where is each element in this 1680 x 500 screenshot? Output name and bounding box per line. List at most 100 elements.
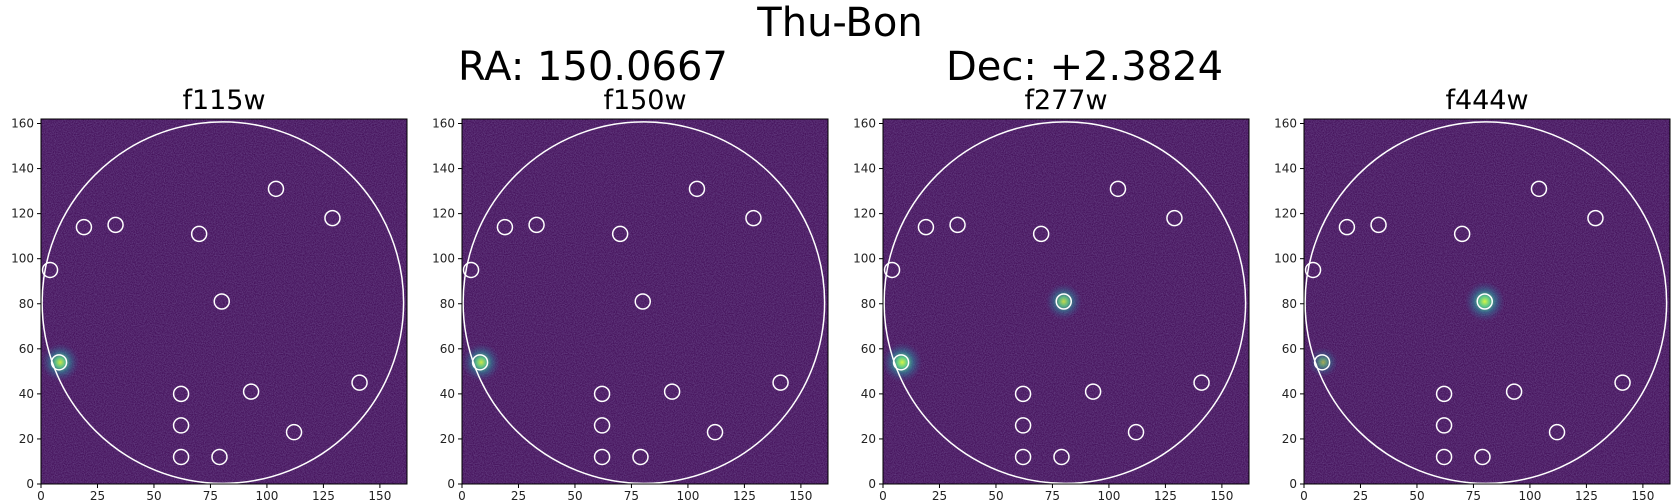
y-tick-label: 20 <box>861 432 876 446</box>
source-marker <box>528 216 545 234</box>
y-tick-label: 20 <box>440 432 455 446</box>
aperture-circle <box>883 121 1247 484</box>
panel-title: f444w <box>1445 85 1528 116</box>
x-tick-label: 100 <box>255 489 278 500</box>
x-tick-label: 25 <box>932 489 947 500</box>
dec-label: Dec: +2.3824 <box>946 44 1224 90</box>
source-marker <box>593 385 611 403</box>
x-tick-label: 75 <box>1045 489 1060 500</box>
y-tick-label: 0 <box>447 477 455 491</box>
source-marker <box>1014 448 1032 466</box>
panel-f115w: 0 25 50 75 100 125 150 0 20 40 60 80 100 120 140 160 f11… <box>11 85 408 500</box>
source-marker <box>172 417 190 434</box>
axes-frame <box>40 118 408 485</box>
source-marker <box>1587 209 1604 227</box>
y-tick-label: 100 <box>432 252 455 266</box>
x-tick-label: 0 <box>458 489 466 500</box>
x-tick-label: 75 <box>624 489 639 500</box>
y-tick-label: 40 <box>19 387 34 401</box>
source-marker <box>242 383 260 400</box>
x-tick-label: 0 <box>879 489 887 500</box>
source-marker <box>190 225 208 243</box>
source-marker <box>611 225 629 243</box>
source-marker <box>949 216 966 234</box>
y-tick-label: 60 <box>440 342 455 356</box>
x-tick-label: 75 <box>203 489 218 500</box>
x-tick-label: 50 <box>567 489 582 500</box>
panel-title: f115w <box>182 85 265 116</box>
x-tick-label: 25 <box>1353 489 1368 500</box>
source-marker <box>50 354 68 371</box>
y-tick-label: 0 <box>868 477 876 491</box>
source-marker <box>172 385 190 403</box>
x-tick-label: 150 <box>789 489 812 500</box>
source-marker <box>213 293 230 310</box>
y-tick-label: 160 <box>1274 117 1297 131</box>
source-marker <box>1476 293 1493 310</box>
source-marker <box>745 209 762 227</box>
source-marker <box>634 293 651 310</box>
panel-f277w: 0 25 50 75 100 125 150 0 20 40 60 80 100 120 140 160 f27… <box>853 85 1250 500</box>
source-marker <box>471 354 489 371</box>
x-tick-label: 100 <box>676 489 699 500</box>
bright-source <box>1308 347 1339 378</box>
bright-source <box>883 342 923 383</box>
y-tick-label: 140 <box>432 162 455 176</box>
bright-source <box>1045 283 1082 320</box>
source-marker <box>1338 218 1356 236</box>
x-tick-label: 150 <box>1631 489 1654 500</box>
source-marker <box>1127 423 1145 441</box>
y-tick-label: 120 <box>853 207 876 221</box>
source-marker <box>285 423 303 441</box>
bright-source <box>462 343 501 382</box>
x-tick-label: 50 <box>1409 489 1424 500</box>
y-tick-label: 100 <box>1274 252 1297 266</box>
panel-title: f150w <box>603 85 686 116</box>
y-tick-label: 140 <box>11 162 34 176</box>
axes-frame <box>1303 118 1671 485</box>
x-tick-label: 50 <box>988 489 1003 500</box>
y-tick-label: 120 <box>432 207 455 221</box>
x-tick-label: 125 <box>312 489 335 500</box>
source-marker <box>1435 448 1453 466</box>
y-tick-label: 80 <box>1282 297 1297 311</box>
source-marker <box>41 261 59 279</box>
source-marker <box>632 448 649 466</box>
panel-title: f277w <box>1024 85 1107 116</box>
x-tick-label: 100 <box>1518 489 1541 500</box>
source-marker <box>107 216 124 234</box>
axes-frame <box>461 118 829 485</box>
x-tick-label: 100 <box>1097 489 1120 500</box>
y-tick-label: 120 <box>11 207 34 221</box>
source-marker <box>1032 225 1050 243</box>
bright-source <box>41 343 80 382</box>
source-marker <box>1053 448 1070 466</box>
x-tick-label: 75 <box>1466 489 1481 500</box>
y-tick-label: 80 <box>19 297 34 311</box>
source-marker <box>1505 383 1523 400</box>
x-tick-label: 125 <box>1154 489 1177 500</box>
source-marker <box>267 180 285 198</box>
source-marker <box>883 261 901 279</box>
y-tick-label: 60 <box>19 342 34 356</box>
aperture-circle <box>1304 121 1668 484</box>
source-marker <box>1435 417 1453 434</box>
source-marker <box>1055 293 1072 310</box>
y-tick-label: 120 <box>1274 207 1297 221</box>
source-marker <box>1193 374 1210 391</box>
source-marker <box>1453 225 1471 243</box>
source-marker <box>211 448 228 466</box>
figure-title: Thu-Bon <box>757 0 923 46</box>
panel-f150w: 0 25 50 75 100 125 150 0 20 40 60 80 100 120 140 160 f15… <box>432 85 829 500</box>
y-tick-label: 100 <box>11 252 34 266</box>
source-marker <box>172 448 190 466</box>
x-tick-label: 25 <box>90 489 105 500</box>
source-marker <box>75 218 93 236</box>
y-tick-label: 40 <box>861 387 876 401</box>
y-tick-label: 0 <box>26 477 34 491</box>
ra-label: RA: 150.0667 <box>458 44 728 90</box>
image-noise <box>41 119 407 484</box>
source-marker <box>1614 374 1631 391</box>
y-tick-label: 60 <box>861 342 876 356</box>
